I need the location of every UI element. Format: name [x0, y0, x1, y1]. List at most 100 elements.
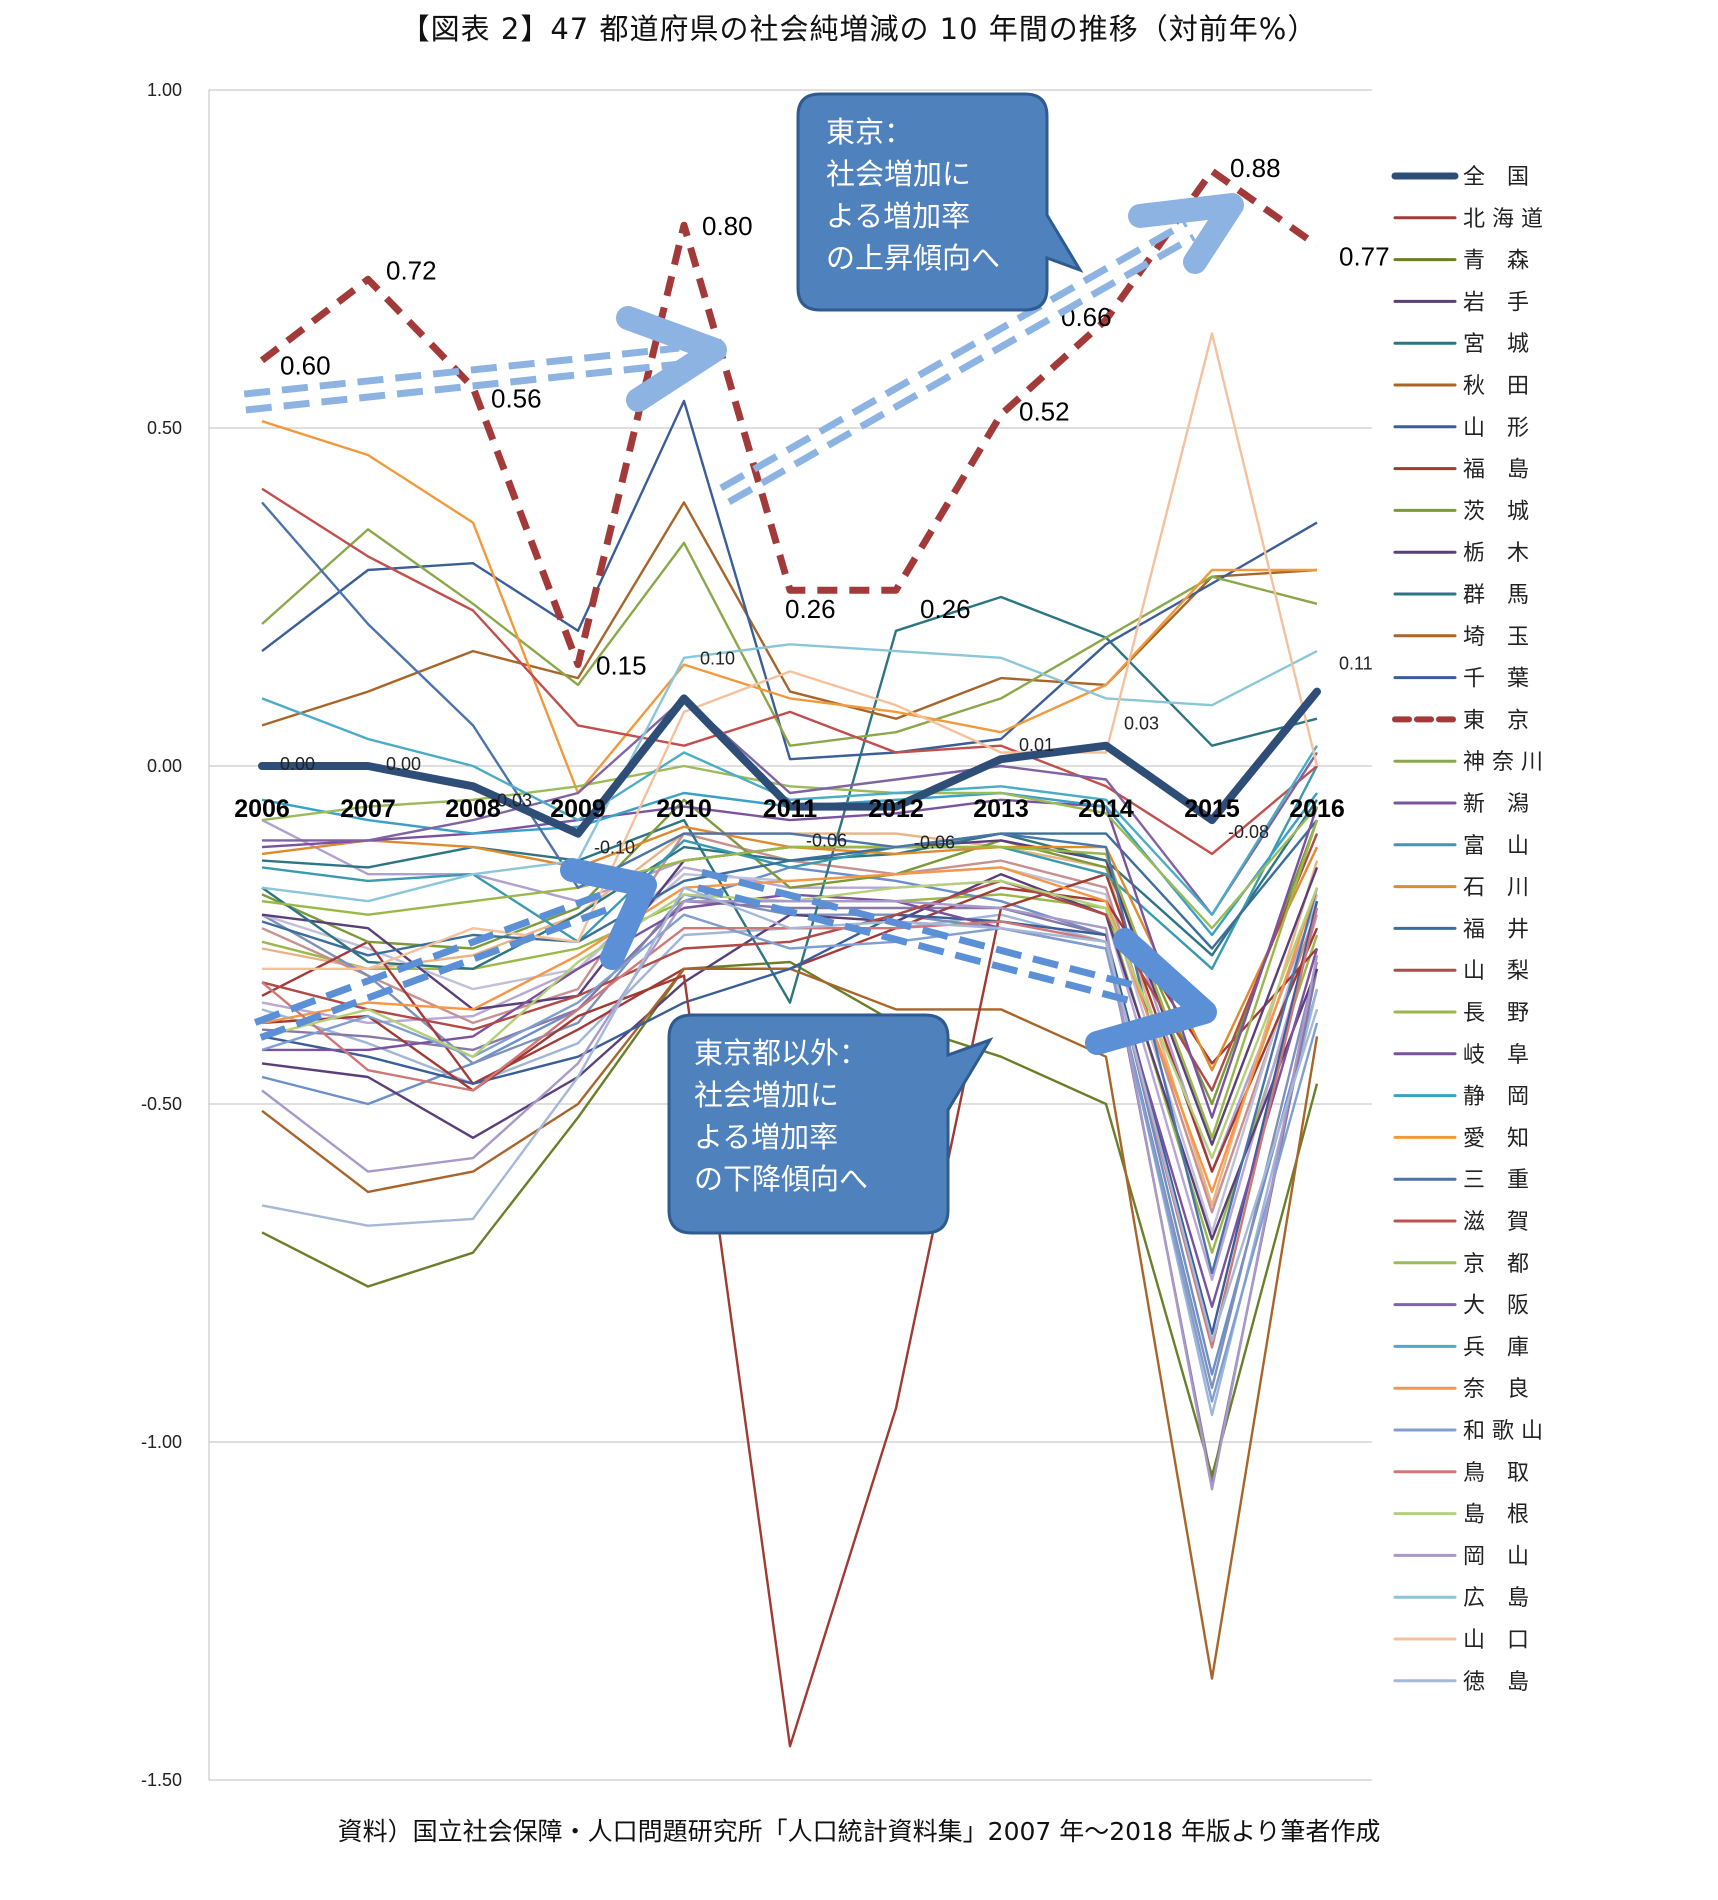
legend-label: 滋 賀	[1463, 1210, 1529, 1235]
legend-label: 長 野	[1463, 1001, 1529, 1026]
legend-item: 滋 賀	[1393, 1210, 1529, 1235]
legend-item: 全 国	[1391, 165, 1529, 190]
legend-label: 岐 阜	[1463, 1043, 1529, 1068]
legend-item: 徳 島	[1393, 1670, 1529, 1695]
legend-label: 福 井	[1463, 917, 1529, 942]
series-line	[261, 595, 1318, 1004]
chart-source-note: 資料）国立社会保障・人口問題研究所「人口統計資料集」2007 年～2018 年版…	[337, 1817, 1381, 1846]
callout-tokyo-text: よる増加率	[826, 199, 970, 233]
trend-arrow-shaft	[259, 904, 614, 1041]
y-tick-label: -1.00	[141, 1432, 182, 1452]
legend-item: 京 都	[1393, 1252, 1529, 1277]
y-axis-ticks: 1.00 0.50 0.00 -0.50 -1.00 -1.50	[141, 80, 182, 1790]
legend-item: 北 海 道	[1393, 207, 1543, 232]
legend-label: 広 島	[1463, 1586, 1529, 1611]
tokyo-data-label: 0.88	[1230, 153, 1281, 183]
national-data-label: -0.06	[806, 831, 847, 851]
x-tick-label: 2010	[656, 795, 712, 823]
legend-item: 千 葉	[1393, 667, 1529, 692]
legend-item: 青 森	[1393, 249, 1529, 274]
legend-label: 愛 知	[1463, 1126, 1529, 1151]
trend-arrow-shaft	[243, 344, 680, 398]
y-tick-label: 1.00	[147, 80, 182, 100]
legend-label: 全 国	[1463, 165, 1529, 190]
callout-tokyo-text: の上昇傾向へ	[826, 241, 1000, 275]
legend-item: 福 井	[1393, 917, 1529, 942]
legend-label: 山 梨	[1463, 959, 1529, 984]
callout-tokyo-box	[796, 92, 1084, 312]
legend-item: 静 岡	[1393, 1085, 1529, 1110]
legend-label: 静 岡	[1463, 1085, 1529, 1110]
trend-arrow-shaft	[727, 233, 1196, 505]
x-tick-label: 2008	[445, 795, 501, 823]
tokyo-data-label: 0.26	[785, 594, 836, 624]
x-tick-label: 2006	[234, 795, 290, 823]
x-axis-categories: 2006 2007 2008 2009 2010 2011 2012 2013 2014 2015…	[234, 795, 1345, 823]
legend-label: 岩 手	[1463, 290, 1529, 315]
series-line	[261, 765, 1319, 970]
legend-item: 大 阪	[1393, 1294, 1529, 1319]
tokyo-line	[259, 167, 1320, 669]
legend-item: 茨 城	[1393, 499, 1529, 524]
legend-label: 北 海 道	[1463, 207, 1543, 232]
data-labels: 0.600.720.560.150.800.26 0.260.520.660.88…	[280, 153, 1390, 857]
gridlines	[208, 89, 1372, 1781]
y-tick-label: 0.00	[147, 756, 182, 776]
national-line	[258, 687, 1321, 838]
x-tick-label: 2013	[973, 795, 1029, 823]
legend-item: 山 形	[1393, 416, 1529, 441]
national-data-label: 0.00	[280, 754, 315, 774]
trend-arrow-head	[560, 858, 657, 970]
legend-label: 岡 山	[1463, 1544, 1529, 1569]
legend-label: 徳 島	[1463, 1670, 1529, 1695]
x-tick-label: 2009	[550, 795, 606, 823]
legend-label: 富 山	[1463, 834, 1529, 859]
callout-tokyo-text: 東京：	[826, 115, 913, 149]
legend-item: 三 重	[1393, 1168, 1529, 1193]
legend-label: 福 島	[1463, 458, 1529, 483]
legend-label: 兵 庫	[1463, 1335, 1529, 1360]
x-tick-label: 2014	[1078, 795, 1134, 823]
legend-item: 山 口	[1393, 1628, 1529, 1653]
tokyo-data-label: 0.26	[920, 594, 971, 624]
legend-item: 奈 良	[1393, 1377, 1529, 1402]
series-line	[261, 420, 1317, 795]
legend-item: 兵 庫	[1393, 1335, 1529, 1360]
national-data-label: 0.11	[1339, 654, 1373, 674]
tokyo-data-label: 0.60	[280, 350, 331, 380]
callout-others-text: よる増加率	[694, 1120, 838, 1154]
tokyo-data-label: 0.77	[1339, 241, 1390, 271]
national-data-label: -0.10	[594, 838, 635, 858]
trend-arrow-head	[1128, 193, 1244, 274]
series-line	[262, 332, 1319, 970]
series-line	[261, 487, 1318, 856]
legend-item: 和 歌 山	[1393, 1419, 1543, 1444]
x-tick-label: 2007	[340, 795, 396, 823]
legend-label: 青 森	[1463, 249, 1529, 274]
x-tick-label: 2011	[763, 795, 817, 823]
legend-item: 長 野	[1393, 1001, 1529, 1026]
tokyo-data-label: 0.15	[596, 651, 647, 681]
series-line	[261, 399, 1318, 761]
legend-item: 富 山	[1393, 834, 1529, 859]
national-data-label: 0.03	[1124, 714, 1159, 734]
series-line	[261, 697, 1319, 916]
legend-label: 京 都	[1463, 1252, 1529, 1277]
legend-label: 島 根	[1463, 1503, 1529, 1528]
series-line	[261, 900, 1319, 1491]
legend-label: 宮 城	[1463, 332, 1529, 357]
legend-label: 群 馬	[1463, 583, 1529, 608]
legend-item: 山 梨	[1393, 959, 1529, 984]
callouts: 東京：社会増加による増加率の上昇傾向へ東京都以外：社会増加による増加率の下降傾向…	[667, 92, 1084, 1235]
national-data-label: 0.10	[700, 648, 735, 668]
callout-others-box	[667, 1013, 994, 1235]
legend-item: 岐 阜	[1393, 1043, 1529, 1068]
series-line	[261, 960, 1319, 1478]
legend-label: 茨 城	[1463, 499, 1529, 524]
x-tick-label: 2016	[1289, 795, 1345, 823]
legend-item: 宮 城	[1393, 332, 1529, 357]
legend-item: 鳥 取	[1393, 1461, 1529, 1486]
legend-label: 山 形	[1463, 416, 1529, 441]
legend-item: 広 島	[1393, 1586, 1529, 1611]
chart-title: 【図表 2】47 都道府県の社会純増減の 10 年間の推移（対前年%）	[400, 12, 1318, 46]
